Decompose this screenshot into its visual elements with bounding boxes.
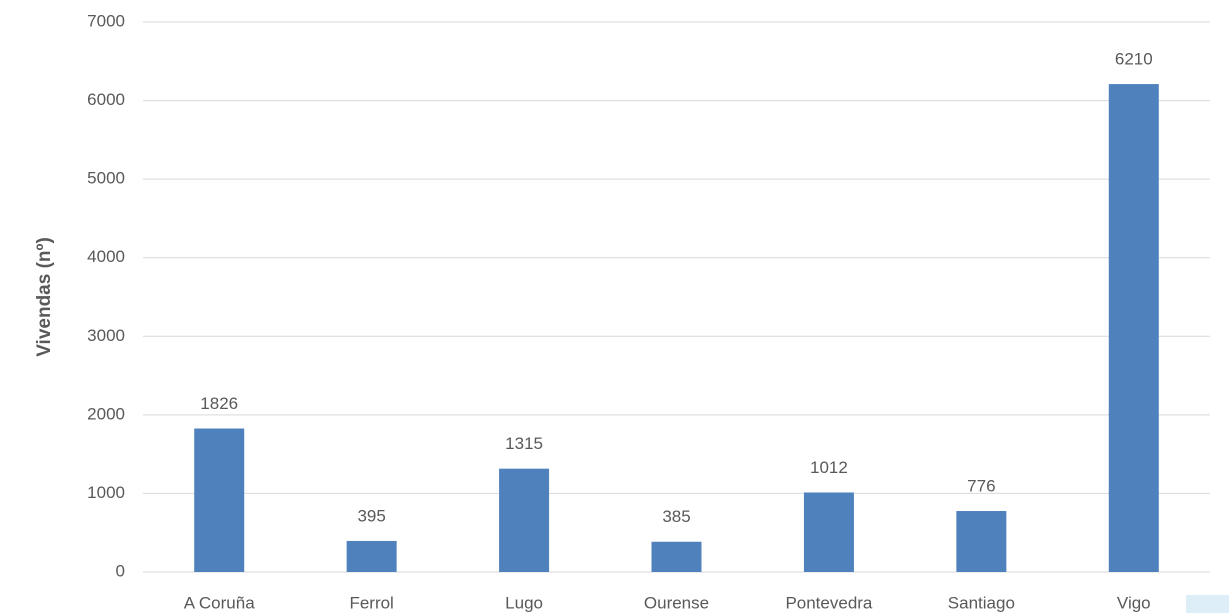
y-tick-label: 4000 — [87, 247, 125, 266]
y-tick-label: 2000 — [87, 404, 125, 423]
y-tick-label: 0 — [116, 561, 125, 580]
x-tick-label: Ferrol — [349, 593, 393, 612]
bar — [956, 511, 1007, 572]
x-tick-label: A Coruña — [184, 593, 255, 612]
y-axis-label: Vivendas (nº) — [34, 237, 55, 357]
bar — [499, 468, 550, 572]
bar — [194, 428, 245, 572]
data-label: 1315 — [505, 434, 543, 453]
x-tick-label: Lugo — [505, 593, 543, 612]
bar — [803, 492, 854, 572]
y-tick-label: 3000 — [87, 326, 125, 345]
x-tick-label: Pontevedra — [785, 593, 872, 612]
data-label: 395 — [357, 506, 385, 525]
corner-highlight — [1186, 595, 1229, 613]
data-label: 776 — [967, 477, 995, 496]
data-label: 385 — [662, 507, 690, 526]
bar — [346, 540, 397, 572]
y-tick-label: 7000 — [87, 11, 125, 30]
x-tick-label: Vigo — [1117, 593, 1151, 612]
data-label: 6210 — [1115, 50, 1153, 69]
y-tick-label: 5000 — [87, 169, 125, 188]
y-tick-label: 6000 — [87, 90, 125, 109]
x-tick-label: Ourense — [644, 593, 709, 612]
data-label: 1826 — [200, 394, 238, 413]
bar — [1108, 84, 1159, 573]
x-tick-label: Santiago — [948, 593, 1015, 612]
y-tick-label: 1000 — [87, 483, 125, 502]
bar — [651, 541, 702, 572]
data-label: 1012 — [810, 458, 848, 477]
